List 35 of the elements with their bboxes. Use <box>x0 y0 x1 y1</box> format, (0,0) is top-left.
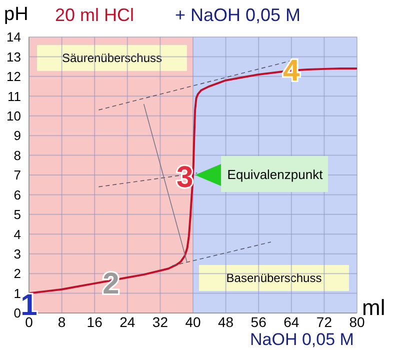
label-box: Säurenüberschuss <box>37 45 187 71</box>
y-tick-label: 14 <box>6 30 21 45</box>
y-tick-label: 9 <box>14 128 21 144</box>
y-tick-label: 8 <box>14 148 21 163</box>
x-tick-label: 72 <box>316 314 332 330</box>
band-label: Säurenüberschuss <box>62 51 162 65</box>
x-tick-label: 40 <box>185 314 201 330</box>
y-tick-label: 11 <box>8 88 21 104</box>
chart-title: 20 ml HCl <box>55 5 134 26</box>
x-tick-label: 64 <box>284 314 300 330</box>
y-tick-label: 2 <box>14 266 21 282</box>
band-label: Basenüberschuss <box>226 271 322 285</box>
y-tick-label: 1 <box>14 286 21 301</box>
y-tick-label: 10 <box>6 108 21 124</box>
x-tick-label: 56 <box>250 314 267 330</box>
y-tick-label: 7 <box>14 168 21 183</box>
x-tick-label: 32 <box>152 314 168 330</box>
x-tick-label: 80 <box>349 314 365 330</box>
annotation: Equivalenzpunkt <box>227 167 324 182</box>
x-tick-label: 0 <box>25 314 34 330</box>
y-tick-label: 13 <box>6 49 21 64</box>
x-tick-label: 24 <box>120 314 136 330</box>
y-tick-label: 3 <box>14 246 21 262</box>
y-tick-label: 6 <box>14 187 21 202</box>
y-tick-label: 12 <box>6 69 21 84</box>
x-axis-title: NaOH 0,05 M <box>250 330 354 350</box>
x-tick-label: 48 <box>218 314 234 330</box>
y-tick-label: 5 <box>14 207 21 222</box>
y-axis-title: pH <box>4 4 28 26</box>
chart-subtitle: + NaOH 0,05 M <box>175 5 301 26</box>
x-tick-label: 16 <box>86 314 103 330</box>
label-box: Basenüberschuss <box>199 265 349 291</box>
y-tick-label: 4 <box>14 226 21 242</box>
label-box: Equivalenzpunkt <box>221 156 328 192</box>
x-tick-label: 8 <box>58 314 66 330</box>
